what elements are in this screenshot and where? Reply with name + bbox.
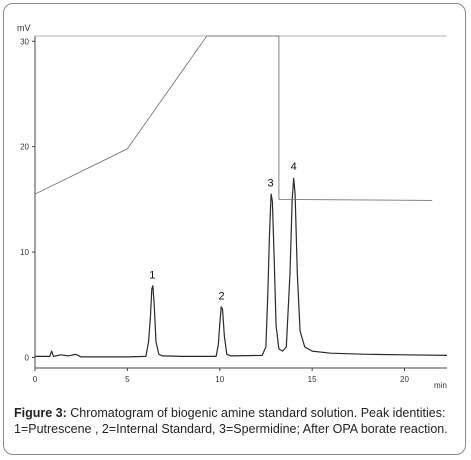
peak-label: 4: [291, 161, 297, 173]
y-axis-label: mV: [17, 23, 31, 33]
caption-text: Chromatogram of biogenic amine standard …: [14, 406, 448, 436]
series-group: [34, 35, 448, 358]
y-tick-label: 10: [20, 248, 29, 257]
peak-label: 2: [219, 290, 225, 302]
x-tick-label: 10: [215, 375, 224, 384]
peak-label: 3: [267, 178, 273, 190]
figure-caption: Figure 3: Chromatogram of biogenic amine…: [14, 405, 460, 437]
caption-label: Figure 3:: [14, 406, 67, 420]
gradient-program-line: [34, 35, 433, 201]
annotation-group: 1 2 3 4: [149, 161, 296, 303]
y-tick-label: 20: [20, 143, 29, 152]
y-tick-label: 0: [25, 353, 30, 362]
chromatogram-trace: [35, 177, 448, 358]
tick-group: 0 10 20 30 0 5 10 15 20: [20, 37, 409, 384]
x-tick-label: 15: [308, 375, 317, 384]
y-tick-label: 30: [20, 37, 29, 46]
chromatogram-chart: mV min 0 10 20 30 0 5 10 15 20 1 2 3 4: [17, 23, 448, 390]
figure-frame: [3, 3, 466, 455]
x-tick-label: 5: [125, 375, 130, 384]
x-axis-label: min: [434, 381, 447, 390]
x-tick-label: 20: [400, 375, 409, 384]
peak-label: 1: [149, 269, 155, 281]
x-tick-label: 0: [33, 375, 38, 384]
